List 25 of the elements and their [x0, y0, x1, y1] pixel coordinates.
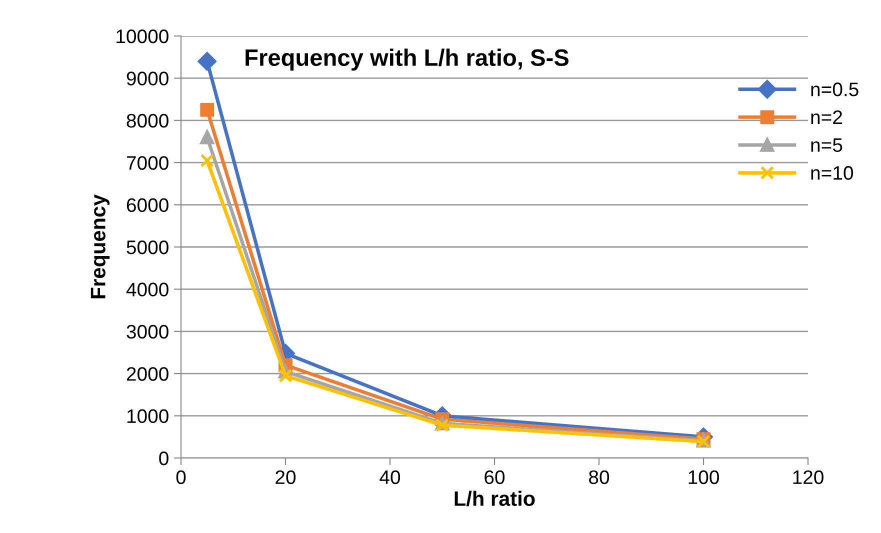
legend-label: n=5 — [811, 138, 842, 152]
y-tick-label: 7000 — [126, 156, 168, 170]
legend-label: n=10 — [811, 166, 854, 180]
x-tick-label: 40 — [380, 470, 400, 484]
y-tick-label: 2000 — [126, 367, 168, 381]
x-tick-label: 100 — [688, 470, 719, 484]
y-tick-label: 0 — [159, 451, 168, 466]
y-tick-label: 9000 — [126, 72, 168, 86]
y-tick-label: 4000 — [126, 282, 168, 296]
y-tick-label: 5000 — [126, 240, 168, 254]
y-tick-label: 8000 — [126, 114, 168, 128]
legend-label: n=2 — [811, 110, 842, 124]
y-tick-label: 1000 — [127, 409, 168, 424]
y-tick-label: 3000 — [126, 324, 168, 339]
x-tick-label: 0 — [176, 470, 186, 484]
legend-label: n=0.5 — [811, 82, 858, 96]
y-tick-label: 10000 — [116, 29, 168, 44]
x-tick-label: 20 — [276, 470, 296, 484]
x-tick-label: 120 — [793, 470, 824, 484]
x-tick-label: 60 — [484, 470, 505, 484]
x-tick-label: 80 — [589, 470, 610, 484]
y-tick-label: 6000 — [126, 198, 168, 212]
x-axis-title: L/h ratio — [454, 490, 535, 506]
y-axis-title: Frequency — [90, 194, 110, 298]
text: Frequency with L/h ratio, S-S — [246, 48, 568, 71]
